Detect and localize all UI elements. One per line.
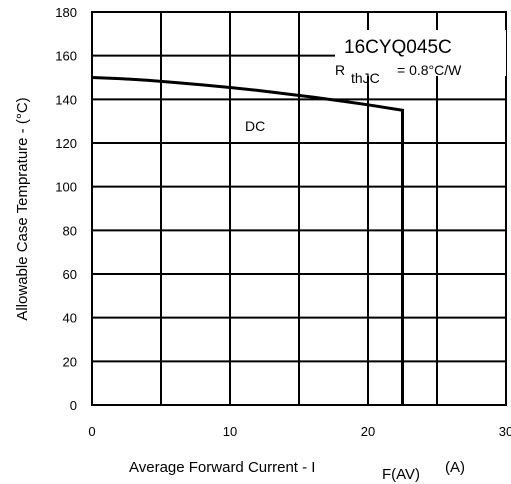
curve-label-dc: DC <box>245 118 265 134</box>
x-tick-label-3: 30 <box>499 424 511 439</box>
x-tick-label-2: 20 <box>361 424 375 439</box>
x-tick-label-1: 10 <box>223 424 237 439</box>
y-tick-label-7: 140 <box>55 92 77 107</box>
y-tick-label-4: 80 <box>63 223 77 238</box>
plot-frame <box>91 11 507 406</box>
series-group <box>91 76 404 405</box>
x-tick-label-0: 0 <box>88 424 95 439</box>
x-axis-label-subscript: F(AV) <box>382 466 420 483</box>
part-number-label: 16CYQ045C <box>344 37 452 58</box>
y-tick-label-2: 40 <box>63 311 77 326</box>
x-axis-label-unit: (A) <box>445 459 465 476</box>
y-tick-label-0: 0 <box>70 398 77 413</box>
y-tick-label-8: 160 <box>55 49 77 64</box>
tick-labels: 0 20 40 60 80 100 120 140 160 180 0 10 20 30 <box>55 5 511 439</box>
rth-subscript: thJC <box>351 70 380 86</box>
rth-value: = 0.8°C/W <box>397 62 462 78</box>
y-tick-label-3: 60 <box>63 267 77 282</box>
annotation-box <box>335 30 506 76</box>
series-line-0 <box>91 76 404 405</box>
rth-prefix: R <box>335 62 345 78</box>
x-axis-label: Average Forward Current - I <box>129 459 315 476</box>
y-tick-label-6: 120 <box>55 136 77 151</box>
y-axis-label: Allowable Case Temprature - (°C) <box>14 97 31 320</box>
y-tick-label-9: 180 <box>55 5 77 20</box>
y-tick-label-5: 100 <box>55 180 77 195</box>
y-tick-label-1: 20 <box>63 354 77 369</box>
